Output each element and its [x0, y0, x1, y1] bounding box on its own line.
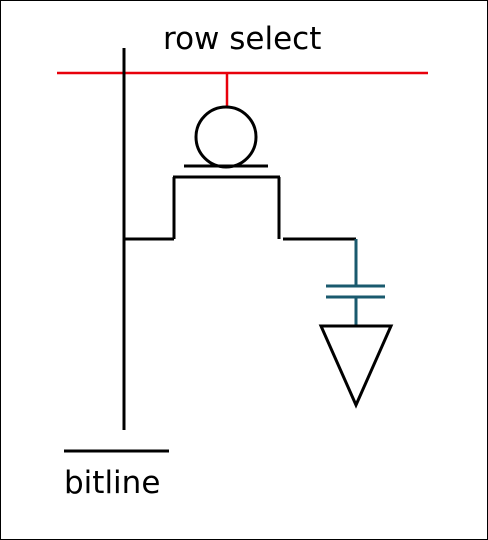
bitline-label: bitline: [64, 465, 161, 501]
ground-icon: [318, 324, 394, 409]
row-select-label: row select: [163, 21, 322, 57]
mosfet-icon: [172, 105, 281, 239]
capacitor-icon: [326, 239, 385, 326]
